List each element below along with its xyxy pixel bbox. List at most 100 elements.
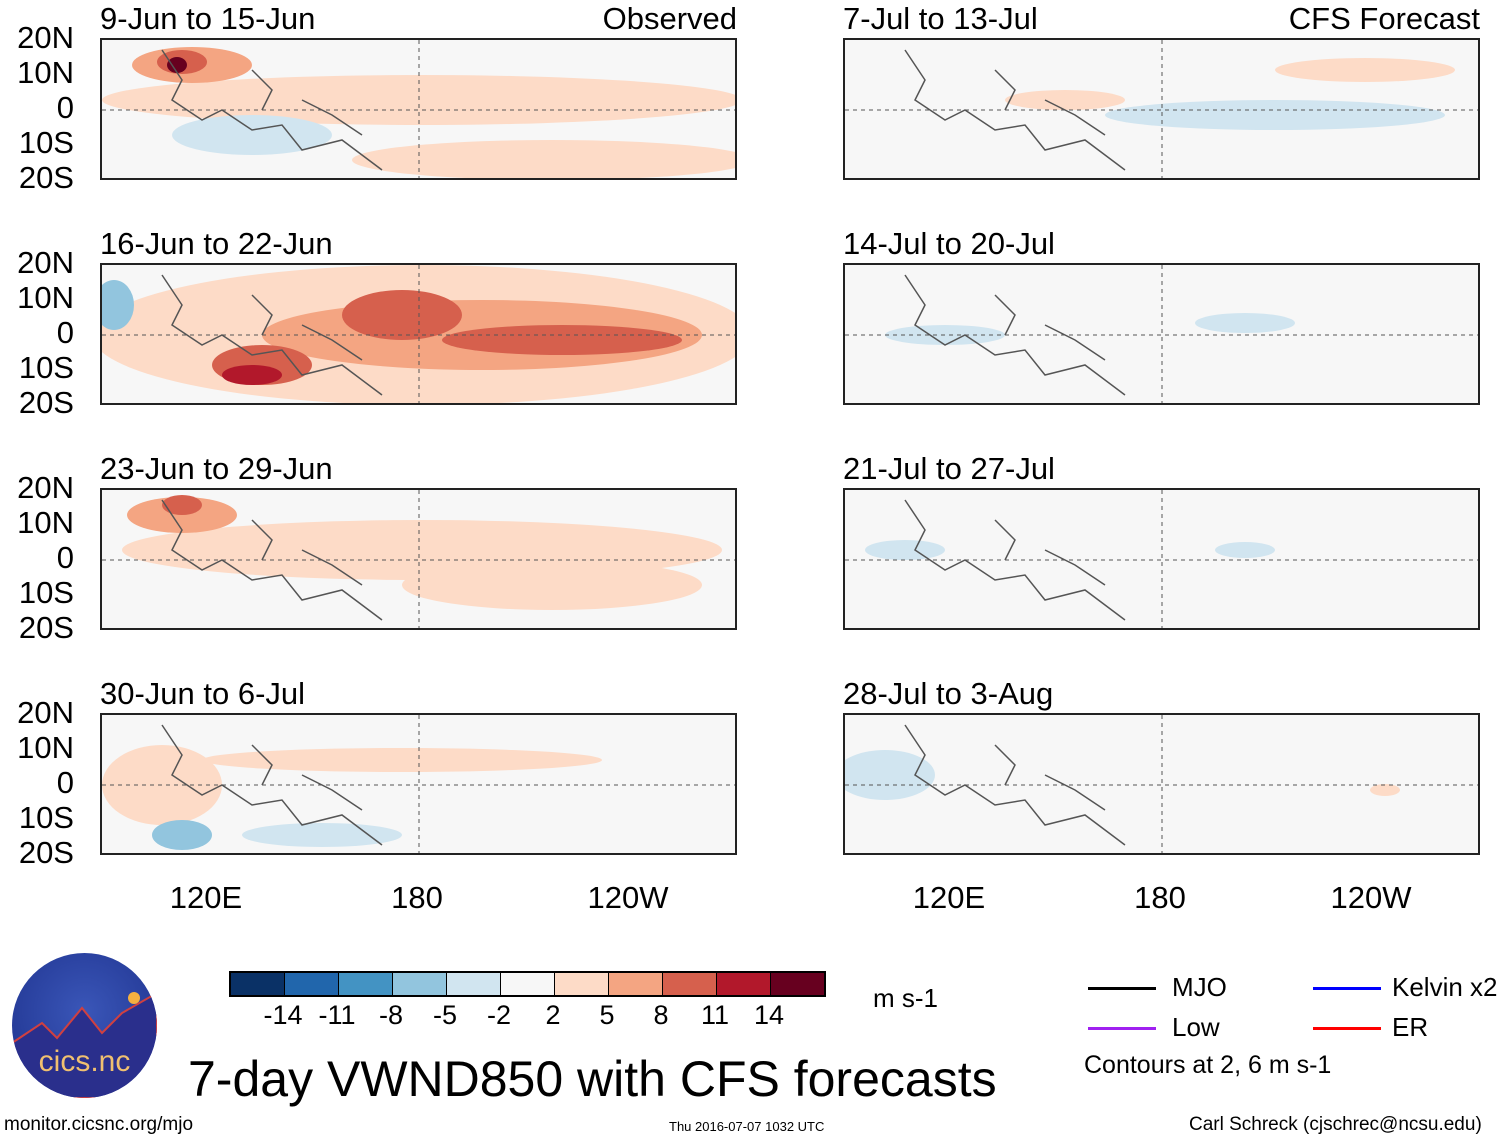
anomaly-shading xyxy=(342,290,462,340)
anomaly-shading xyxy=(1105,100,1445,130)
colorbar-tick-label: 14 xyxy=(753,1000,785,1030)
map-panel xyxy=(100,38,737,180)
panel-source-label: Observed xyxy=(602,1,737,36)
anomaly-shading xyxy=(1275,58,1455,82)
footer-url[interactable]: monitor.cicsnc.org/mjo xyxy=(4,1114,194,1135)
y-tick-label: 20N xyxy=(17,20,74,55)
colorbar-swatch xyxy=(717,973,771,995)
colorbar-tick-label: 2 xyxy=(545,1000,561,1030)
panel-source-label: CFS Forecast xyxy=(1288,1,1480,36)
colorbar xyxy=(229,971,826,997)
y-tick-label: 10N xyxy=(17,730,74,765)
anomaly-shading xyxy=(1195,313,1295,333)
legend-line-kelvin xyxy=(1313,987,1381,990)
colorbar-swatch xyxy=(447,973,501,995)
colorbar-tick-label: 8 xyxy=(653,1000,669,1030)
coastline xyxy=(904,724,1126,846)
colorbar-tick-label: 11 xyxy=(700,1000,730,1030)
panel-title: 14-Jul to 20-Jul xyxy=(843,226,1055,261)
x-tick-label: 120E xyxy=(912,880,986,915)
anomaly-shading xyxy=(222,365,282,385)
colorbar-swatch xyxy=(555,973,609,995)
y-tick-label: 20N xyxy=(17,245,74,280)
y-tick-label: 0 xyxy=(56,765,74,800)
colorbar-swatch xyxy=(501,973,555,995)
map-panel xyxy=(843,713,1480,855)
anomaly-shading xyxy=(1215,542,1275,558)
colorbar-swatch xyxy=(231,973,285,995)
y-tick-label: 10S xyxy=(18,575,74,610)
anomaly-shading xyxy=(1370,784,1400,796)
panel-title: 23-Jun to 29-Jun xyxy=(100,451,333,486)
anomaly-shading xyxy=(352,140,735,178)
anomaly-shading xyxy=(442,325,682,355)
y-tick-label: 20S xyxy=(18,160,74,195)
colorbar-tick-label: -8 xyxy=(378,1000,403,1030)
coastline xyxy=(904,274,1126,396)
y-tick-label: 10S xyxy=(18,800,74,835)
legend-line-er xyxy=(1313,1027,1381,1030)
y-tick-label: 20S xyxy=(18,385,74,420)
colorbar-tick-label: 5 xyxy=(599,1000,615,1030)
footer-author: Carl Schreck (cjschrec@ncsu.edu) xyxy=(1189,1114,1482,1135)
anomaly-shading xyxy=(152,820,212,850)
logo-text: cics.nc xyxy=(38,1045,131,1078)
anomaly-shading xyxy=(167,57,187,73)
y-tick-label: 0 xyxy=(56,540,74,575)
colorbar-swatch xyxy=(339,973,393,995)
coastline xyxy=(161,724,383,846)
colorbar-swatch xyxy=(393,973,447,995)
legend-label-low: Low xyxy=(1172,1012,1220,1042)
colorbar-tick-label: -14 xyxy=(263,1000,303,1030)
anomaly-shading xyxy=(202,748,602,772)
map-panel xyxy=(843,488,1480,630)
cics-logo: cics.nc xyxy=(12,953,157,1098)
map-panel xyxy=(843,263,1480,405)
anomaly-shading xyxy=(845,750,935,800)
y-tick-label: 0 xyxy=(56,90,74,125)
colorbar-tick-label: -11 xyxy=(318,1000,356,1030)
anomaly-shading xyxy=(172,115,332,155)
y-tick-label: 20N xyxy=(17,470,74,505)
x-tick-label: 120W xyxy=(587,880,669,915)
y-tick-label: 20N xyxy=(17,695,74,730)
anomaly-shading xyxy=(242,823,402,847)
colorbar-swatch xyxy=(771,973,824,995)
legend-label-mjo: MJO xyxy=(1172,972,1227,1002)
y-tick-label: 10N xyxy=(17,55,74,90)
contour-note: Contours at 2, 6 m s-1 xyxy=(1084,1051,1332,1079)
colorbar-tick-label: -2 xyxy=(486,1000,511,1030)
panel-title: 21-Jul to 27-Jul xyxy=(843,451,1055,486)
map-panel xyxy=(100,713,737,855)
colorbar-tick-label: -5 xyxy=(432,1000,457,1030)
panel-title: 30-Jun to 6-Jul xyxy=(100,676,306,711)
coastline xyxy=(904,499,1126,621)
panel-title: 7-Jul to 13-Jul xyxy=(843,1,1038,36)
y-tick-label: 10S xyxy=(18,350,74,385)
x-tick-label: 180 xyxy=(391,880,443,915)
map-panel xyxy=(100,263,737,405)
legend-label-er: ER xyxy=(1392,1012,1429,1042)
y-tick-label: 20S xyxy=(18,610,74,645)
y-tick-label: 10N xyxy=(17,505,74,540)
y-tick-label: 10S xyxy=(18,125,74,160)
coastline xyxy=(161,499,383,621)
coastline xyxy=(161,274,383,396)
x-tick-label: 120E xyxy=(169,880,243,915)
colorbar-units: m s-1 xyxy=(873,983,938,1013)
y-tick-label: 20S xyxy=(18,835,74,870)
legend-line-low xyxy=(1088,1027,1156,1030)
colorbar-swatch xyxy=(663,973,717,995)
anomaly-shading xyxy=(865,540,945,560)
x-tick-label: 180 xyxy=(1134,880,1186,915)
anomaly-shading xyxy=(162,495,202,515)
coastline xyxy=(904,49,1126,171)
panel-title: 28-Jul to 3-Aug xyxy=(843,676,1054,711)
anomaly-shading xyxy=(402,560,702,610)
anomaly-shading xyxy=(1005,90,1125,110)
legend-label-kelvin: Kelvin x2 xyxy=(1392,972,1498,1002)
coastline xyxy=(161,49,383,171)
legend-line-mjo xyxy=(1088,987,1156,990)
y-tick-label: 10N xyxy=(17,280,74,315)
